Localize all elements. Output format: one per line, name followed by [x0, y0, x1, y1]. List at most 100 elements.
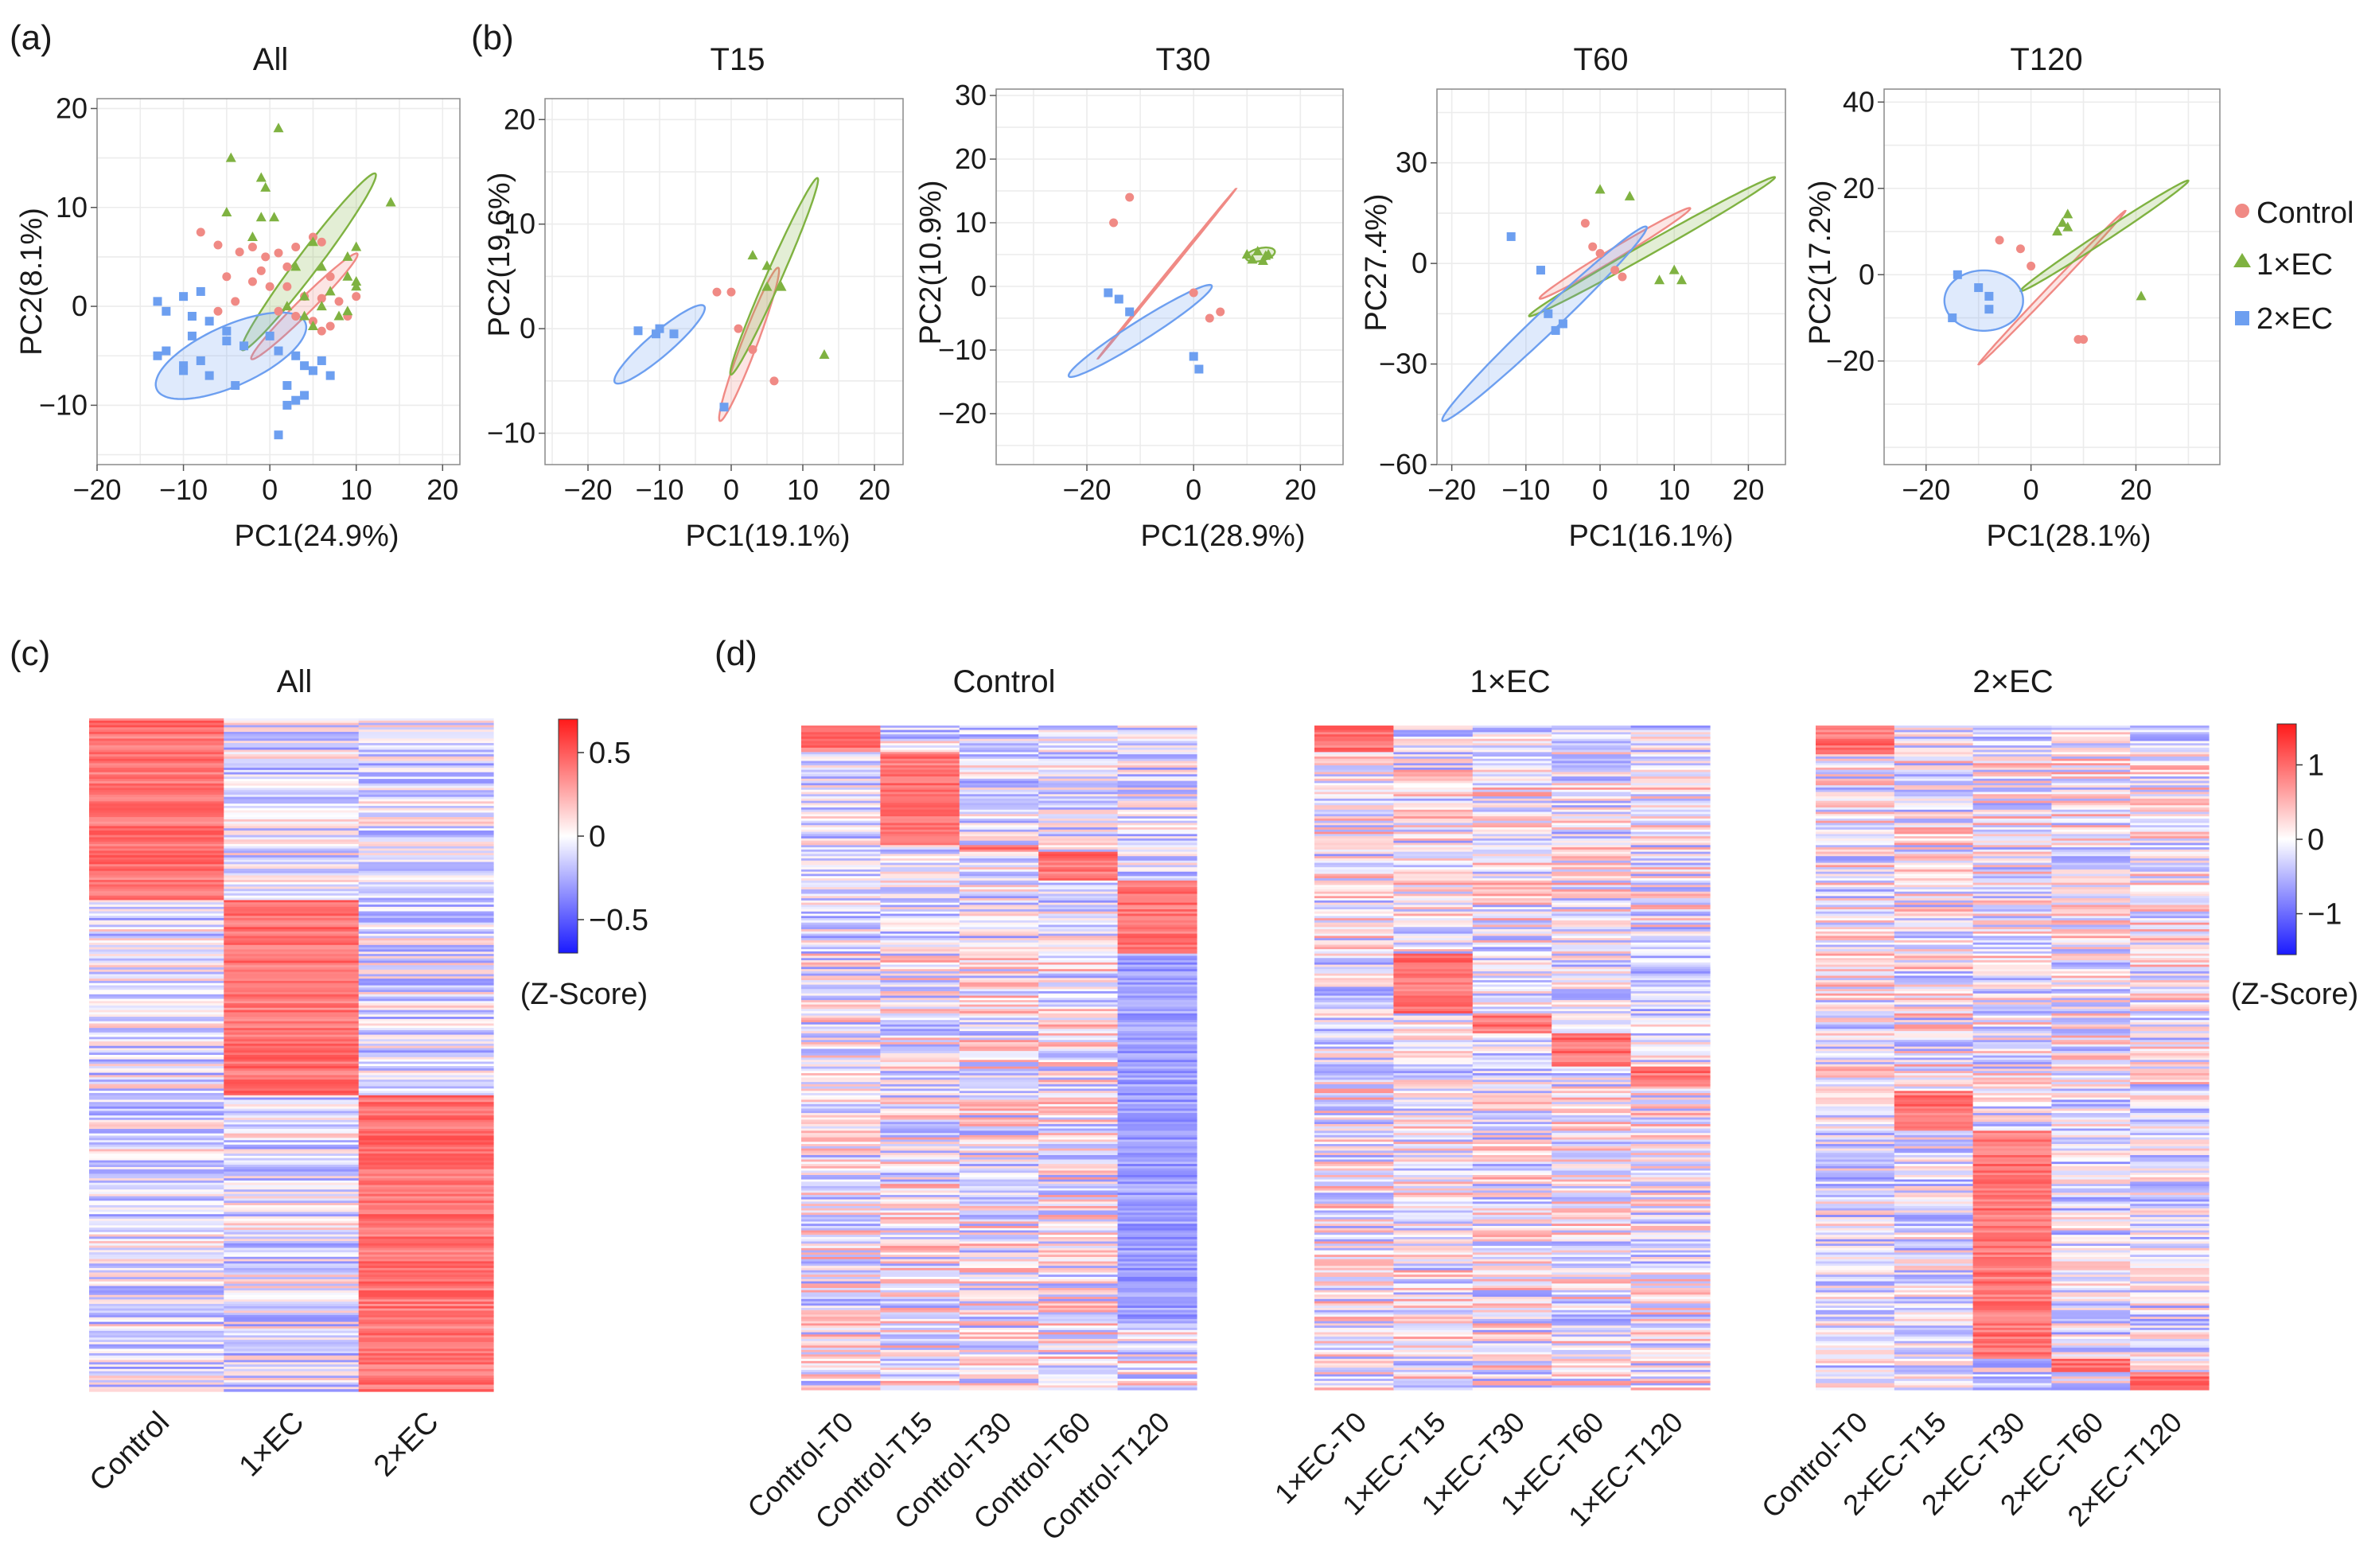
heatmap-cell [801, 1236, 881, 1240]
heatmap-cell [1038, 1082, 1119, 1085]
heatmap-cell [1552, 1068, 1632, 1072]
y-tick-label: 10 [56, 191, 88, 224]
heatmap-cell [1117, 951, 1197, 955]
heatmap-cell [1894, 765, 1974, 768]
heatmap-cell [2130, 1011, 2210, 1014]
heatmap-cell [358, 1059, 494, 1063]
point-2xec [153, 297, 162, 306]
point-2xec [1948, 313, 1957, 323]
heatmap-cell [89, 1160, 224, 1163]
point-1xec [385, 196, 396, 207]
heatmap-cell [1630, 1352, 1711, 1356]
y-axis-label: PC2(17.2%) [1804, 181, 1837, 345]
heatmap-cell [1314, 1006, 1394, 1010]
heatmap-cell [1117, 1040, 1197, 1043]
heatmap-cell [1552, 778, 1632, 782]
heatmap-cell [1314, 1372, 1394, 1375]
heatmap-cell [1038, 1017, 1119, 1021]
heatmap-cell [1314, 1062, 1394, 1065]
heatmap-cell [1038, 1164, 1119, 1167]
heatmap-cell [801, 1301, 881, 1305]
heatmap-cell [1472, 827, 1552, 831]
heatmap-cell [1393, 1017, 1474, 1021]
heatmap-cell [1630, 1009, 1711, 1012]
heatmap-cell [2130, 794, 2210, 797]
heatmap-cell [1393, 749, 1474, 753]
heatmap-cell [801, 975, 881, 979]
heatmap-cell [224, 1097, 360, 1100]
heatmap-cell [959, 1257, 1039, 1260]
heatmap-cell [89, 1220, 224, 1224]
heatmap-cell [1972, 958, 2052, 961]
heatmap-cell [1472, 1075, 1552, 1079]
heatmap-cell [880, 776, 960, 780]
heatmap-cell [1117, 1309, 1197, 1313]
heatmap-cell [1630, 1165, 1711, 1169]
heatmap-cell [1314, 1334, 1394, 1337]
heatmap-cell [1552, 1210, 1632, 1213]
heatmap-cell [801, 1349, 881, 1353]
heatmap-cell [1038, 1247, 1119, 1251]
heatmap-cell [2051, 1020, 2131, 1023]
heatmap-cell [1972, 873, 2052, 877]
heatmap-cell [1117, 900, 1197, 904]
heatmap-cell [959, 955, 1039, 959]
heatmap-cell [358, 1245, 494, 1249]
heatmap-cell [1314, 1004, 1394, 1008]
heatmap-cell [1393, 1204, 1474, 1207]
heatmap-cell [1630, 1071, 1711, 1074]
heatmap-cell [89, 916, 224, 919]
heatmap-cell [959, 765, 1039, 768]
heatmap-cell [1630, 856, 1711, 859]
heatmap-cell [2051, 767, 2131, 771]
heatmap-cell [1972, 730, 2052, 733]
heatmap-cell [224, 1056, 360, 1060]
heatmap-cell [1552, 1369, 1632, 1373]
heatmap-cell [2130, 796, 2210, 800]
heatmap-cell [1630, 940, 1711, 944]
heatmap-cell [1393, 1363, 1474, 1366]
heatmap-cell [1552, 960, 1632, 963]
heatmap-cell [880, 1369, 960, 1373]
heatmap-cell [89, 799, 224, 802]
heatmap-cell [1038, 749, 1119, 753]
heatmap-cell [2130, 1009, 2210, 1012]
heatmap-cell [880, 1009, 960, 1012]
heatmap-cell [1117, 1387, 1197, 1391]
heatmap-cell [880, 1301, 960, 1305]
heatmap-cell [1117, 920, 1197, 924]
y-tick-label: 10 [955, 206, 987, 239]
heatmap-cell [1552, 1338, 1632, 1342]
heatmap-cell [801, 1199, 881, 1203]
heatmap-cell [358, 1048, 494, 1051]
heatmap-cell [358, 1025, 494, 1029]
heatmap-cell [89, 1214, 224, 1217]
heatmap-cell [880, 1148, 960, 1151]
heatmap-cell [1552, 1208, 1632, 1212]
heatmap-cell [1314, 885, 1394, 888]
heatmap-cell [1393, 1184, 1474, 1187]
heatmap-cell [1393, 969, 1474, 972]
heatmap-cell [1552, 1235, 1632, 1238]
heatmap-cell [1630, 1128, 1711, 1131]
heatmap-cell [801, 743, 881, 746]
heatmap-cell [801, 1201, 881, 1204]
heatmap-cell [1630, 820, 1711, 824]
heatmap-cell [89, 1313, 224, 1316]
heatmap-cell [358, 720, 494, 724]
heatmap-cell [1630, 1272, 1711, 1275]
heatmap-cell [1117, 1139, 1197, 1142]
heatmap-cell [1552, 858, 1632, 862]
heatmap-cell [224, 831, 360, 834]
heatmap-cell [1393, 1349, 1474, 1353]
heatmap-cell [2051, 984, 2131, 988]
heatmap-cell [1472, 876, 1552, 879]
heatmap-cell [801, 1002, 881, 1006]
heatmap-cell [1972, 745, 2052, 749]
heatmap-cell [358, 1252, 494, 1255]
heatmap-cell [1314, 907, 1394, 910]
heatmap-cell [1393, 936, 1474, 939]
heatmap-cell [880, 1142, 960, 1145]
heatmap-cell [1038, 1095, 1119, 1099]
heatmap-cell [959, 798, 1039, 802]
